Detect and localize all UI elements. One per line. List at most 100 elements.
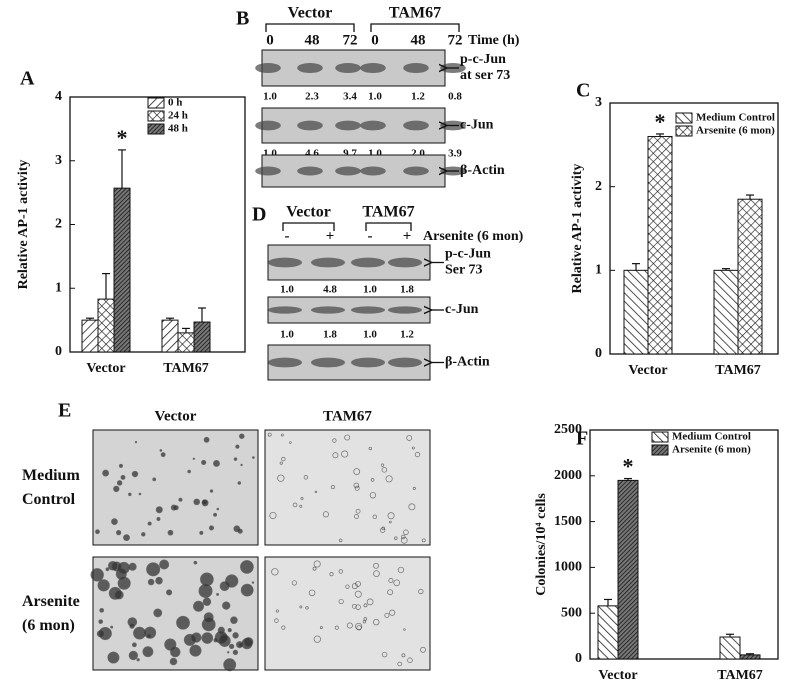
bar xyxy=(739,654,761,660)
legend-label: 48 h xyxy=(168,123,188,135)
group-label: TAM67 xyxy=(362,204,414,221)
significance-mark: * xyxy=(623,454,634,479)
colony xyxy=(303,475,309,480)
bar xyxy=(177,332,195,353)
colony xyxy=(90,568,104,582)
column-label: TAM67 xyxy=(323,408,372,424)
colony xyxy=(421,538,426,543)
column-label: Vector xyxy=(155,408,197,424)
lane-label: - xyxy=(285,228,290,244)
quantification: 1.0 xyxy=(263,91,277,103)
lane-label: - xyxy=(368,228,373,244)
colony xyxy=(107,651,120,664)
colony xyxy=(170,504,177,511)
blot-band xyxy=(297,120,323,131)
colony xyxy=(407,657,413,663)
colony xyxy=(332,438,337,443)
colony xyxy=(401,653,406,658)
colony xyxy=(193,560,198,565)
plot-frame xyxy=(69,96,246,353)
x-tick-label: TAM67 xyxy=(715,363,761,378)
y-tick-label: 3 xyxy=(595,95,602,110)
x-tick-label: Vector xyxy=(86,361,125,376)
colony xyxy=(267,432,272,437)
quantification: 1.0 xyxy=(280,284,294,296)
error-bar xyxy=(182,327,190,333)
colony xyxy=(178,497,183,502)
row-label: (6 mon) xyxy=(22,617,75,634)
group-label: TAM67 xyxy=(389,5,441,22)
colony xyxy=(160,452,166,458)
colony xyxy=(201,632,214,644)
blot-band xyxy=(403,62,429,74)
blot-band xyxy=(335,120,361,131)
blot-band xyxy=(310,357,346,368)
blot-band xyxy=(255,120,281,131)
colony xyxy=(305,606,309,610)
colony xyxy=(147,521,152,526)
colony xyxy=(353,468,361,475)
colony xyxy=(338,569,343,574)
colony xyxy=(102,469,110,477)
colony xyxy=(202,597,212,606)
colony xyxy=(418,588,424,595)
colony xyxy=(128,492,132,497)
colony xyxy=(134,440,138,444)
colony xyxy=(355,604,361,610)
colony xyxy=(193,600,205,612)
colony xyxy=(403,628,406,631)
colony xyxy=(233,525,241,533)
lane-label: 48 xyxy=(305,32,320,48)
colony xyxy=(111,561,122,572)
row-label: c-Jun xyxy=(445,302,479,317)
legend-swatch xyxy=(675,125,693,137)
blot-band xyxy=(267,306,303,314)
colony xyxy=(123,534,130,542)
colony xyxy=(153,608,163,618)
colony xyxy=(355,581,361,587)
blot-band xyxy=(255,166,281,176)
colony xyxy=(192,457,195,460)
error-bar xyxy=(198,307,206,323)
colony xyxy=(355,622,363,630)
colony xyxy=(189,644,202,657)
legend-label: 0 h xyxy=(168,97,182,109)
blot-band xyxy=(297,62,323,74)
colony xyxy=(169,657,178,666)
colony xyxy=(373,562,379,569)
lane-label: 48 xyxy=(411,32,426,48)
colony xyxy=(292,502,298,508)
lane-label: + xyxy=(326,228,335,244)
colony xyxy=(322,511,329,518)
legend-swatch xyxy=(147,110,165,122)
colony xyxy=(373,570,380,577)
error-bar xyxy=(632,263,640,271)
colony xyxy=(345,584,350,589)
blot-band xyxy=(403,120,429,131)
lane-label: 0 xyxy=(371,32,379,48)
colony xyxy=(412,486,416,490)
colony xyxy=(138,492,142,496)
colony xyxy=(118,463,123,468)
group-bracket xyxy=(370,23,460,32)
y-tick-label: 1000 xyxy=(554,560,582,575)
colony xyxy=(225,574,239,588)
colony xyxy=(227,651,230,654)
colony xyxy=(176,615,190,630)
colony xyxy=(216,592,220,596)
colony xyxy=(223,658,237,672)
colony xyxy=(232,632,239,639)
colony xyxy=(354,514,359,519)
error-bar xyxy=(102,272,110,300)
bar xyxy=(737,198,763,355)
blot-band xyxy=(387,257,423,268)
colony xyxy=(334,625,339,630)
blot-band xyxy=(350,357,386,368)
colony xyxy=(420,646,426,653)
colony xyxy=(136,658,140,662)
colony xyxy=(351,603,357,609)
colony xyxy=(252,456,255,459)
group-bracket xyxy=(265,23,355,32)
legend-label: 24 h xyxy=(168,110,188,122)
lane-label: 72 xyxy=(343,32,358,48)
